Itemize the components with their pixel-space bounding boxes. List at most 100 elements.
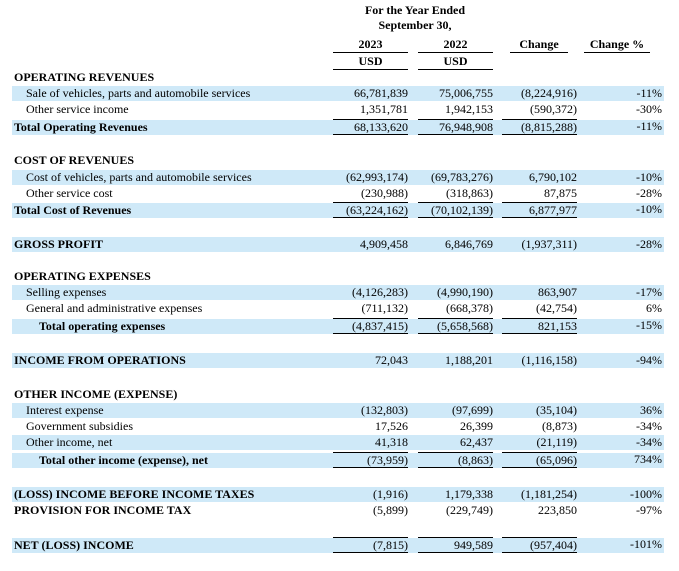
column-header: Change	[510, 37, 568, 53]
row-shading	[12, 170, 664, 185]
row-value: 17,526	[375, 419, 408, 433]
row-value: 223,850	[538, 503, 577, 517]
row-value: 75,006,755	[439, 86, 493, 100]
row-value: 863,907	[538, 285, 577, 299]
row-value: -30%	[636, 102, 662, 116]
row-value: (1,116,158)	[521, 353, 577, 367]
row-value: (42,754)	[536, 301, 577, 315]
row-shading	[12, 237, 664, 252]
row-value: (8,863)	[418, 452, 493, 468]
column-header: 2022	[418, 37, 493, 53]
row-value: (7,815)	[333, 537, 408, 553]
row-label: Total operating expenses	[39, 319, 166, 333]
row-value: -11%	[636, 119, 662, 133]
row-label: Other income, net	[26, 435, 113, 449]
row-value: 1,351,781	[360, 102, 408, 116]
row-value: -28%	[636, 237, 662, 251]
row-value: (21,119)	[536, 435, 577, 449]
row-value: -101%	[630, 537, 662, 551]
row-value: 36%	[640, 403, 662, 417]
row-shading	[12, 403, 664, 418]
row-value: -28%	[636, 186, 662, 200]
row-value: (8,873)	[542, 419, 577, 433]
row-value: (8,815,288)	[502, 119, 577, 135]
column-header: Change %	[584, 37, 650, 53]
row-value: (318,863)	[446, 186, 493, 200]
row-value: (5,899)	[373, 503, 408, 517]
row-shading	[12, 203, 664, 218]
row-value: (1,916)	[373, 487, 408, 501]
row-label: COST OF REVENUES	[14, 153, 135, 167]
row-value: (668,378)	[446, 301, 493, 315]
row-value: 62,437	[460, 435, 493, 449]
row-label: Other service cost	[26, 186, 113, 200]
row-value: (4,990,190)	[437, 285, 493, 299]
row-label: OPERATING REVENUES	[14, 70, 155, 84]
row-value: -17%	[636, 285, 662, 299]
unit-header: USD	[418, 54, 493, 70]
row-label: Other service income	[26, 102, 129, 116]
row-value: 6%	[646, 301, 662, 315]
row-value: 6,877,977	[502, 202, 577, 218]
row-shading	[12, 319, 664, 334]
row-value: -34%	[636, 419, 662, 433]
row-value: (62,993,174)	[346, 170, 408, 184]
row-shading	[12, 487, 664, 502]
row-label: (LOSS) INCOME BEFORE INCOME TAXES	[14, 487, 255, 501]
row-value: (1,937,311)	[521, 237, 577, 251]
row-value: -34%	[636, 435, 662, 449]
row-label: GROSS PROFIT	[14, 237, 104, 251]
row-value: (4,126,283)	[352, 285, 408, 299]
row-label: PROVISION FOR INCOME TAX	[14, 503, 192, 517]
row-value: 6,790,102	[529, 170, 577, 184]
row-value: 1,942,153	[445, 102, 493, 116]
row-value: (230,988)	[361, 186, 408, 200]
row-label: Total other income (expense), net	[39, 453, 208, 467]
row-value: 949,589	[418, 537, 493, 553]
row-shading	[12, 435, 664, 450]
row-value: 66,781,839	[354, 86, 408, 100]
row-label: Total Operating Revenues	[14, 120, 148, 134]
row-shading	[12, 120, 664, 135]
row-value: 41,318	[375, 435, 408, 449]
row-label: OTHER INCOME (EXPENSE)	[14, 387, 178, 401]
period-header: For the Year Ended	[364, 3, 466, 17]
row-value: 6,846,769	[445, 237, 493, 251]
row-value: 68,133,620	[333, 119, 408, 135]
row-value: 76,948,908	[418, 119, 493, 135]
row-label: Selling expenses	[26, 285, 107, 299]
row-value: (8,224,916)	[521, 86, 577, 100]
row-value: (132,803)	[361, 403, 408, 417]
row-label: General and administrative expenses	[26, 301, 203, 315]
row-value: -15%	[636, 318, 662, 332]
row-value: 1,188,201	[445, 353, 493, 367]
row-value: 1,179,338	[445, 487, 493, 501]
row-value: 734%	[634, 452, 662, 466]
row-label: Cost of vehicles, parts and automobile s…	[26, 170, 252, 184]
row-value: (957,404)	[502, 537, 577, 553]
row-label: NET (LOSS) INCOME	[14, 538, 134, 552]
row-value: (69,783,276)	[431, 170, 493, 184]
row-label: Government subsidies	[26, 419, 133, 433]
row-value: -94%	[636, 353, 662, 367]
row-value: 821,153	[502, 318, 577, 334]
row-label: Sale of vehicles, parts and automobile s…	[26, 86, 251, 100]
row-value: (229,749)	[446, 503, 493, 517]
row-label: Interest expense	[26, 403, 104, 417]
row-value: (70,102,139)	[418, 202, 493, 218]
row-value: -11%	[636, 86, 662, 100]
row-value: (590,372)	[530, 102, 577, 116]
row-shading	[12, 353, 664, 368]
row-value: (65,096)	[502, 452, 577, 468]
row-shading	[12, 86, 664, 101]
unit-header: USD	[333, 54, 408, 70]
row-value: (5,658,568)	[418, 318, 493, 334]
row-value: -10%	[636, 170, 662, 184]
row-value: (73,959)	[333, 452, 408, 468]
row-shading	[12, 453, 664, 468]
row-label: OPERATING EXPENSES	[14, 269, 151, 283]
row-shading	[12, 538, 664, 553]
row-label: Total Cost of Revenues	[14, 203, 132, 217]
row-value: 4,909,458	[360, 237, 408, 251]
